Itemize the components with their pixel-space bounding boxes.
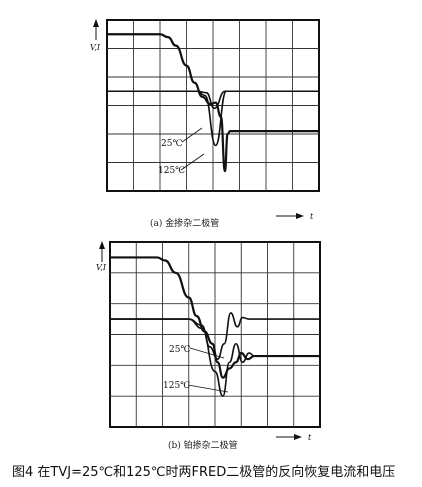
y-axis-label-a: V,I [90, 43, 101, 52]
panel-caption-a: (a) 金掺杂二极管 [150, 217, 219, 229]
annotation-25c-a: 25℃ [161, 139, 183, 149]
scope-panel-a: V,I 25℃ 125℃ (a) 金掺杂二极管 t [90, 19, 320, 229]
grid-b [109, 241, 321, 428]
x-axis-label-a: t [310, 212, 314, 221]
trace-series-2 [110, 256, 320, 379]
annotation-25c-b: 25℃ [169, 345, 191, 355]
leader-25c-a [181, 127, 203, 143]
x-axis-arrow-a [276, 213, 304, 219]
y-axis-label-b: V,I [96, 263, 107, 272]
trace-series-1 [107, 90, 319, 147]
y-axis-arrow-b [99, 241, 105, 262]
trace-series-2 [106, 33, 319, 173]
trace-series-1 [110, 318, 320, 397]
annotation-125c-b: 125℃ [163, 381, 190, 391]
traces-a [106, 33, 319, 173]
x-axis-label-b: t [308, 433, 312, 442]
y-axis-arrow-a [93, 19, 99, 40]
figure-caption: 图4 在TVJ=25℃和125℃时两FRED二极管的反向恢复电流和电压 [12, 465, 396, 480]
scope-panel-b: V,I 25℃ 125℃ (b) 铂掺杂二极管 t [96, 241, 321, 451]
x-axis-arrow-b [276, 434, 302, 440]
leader-125c-b [187, 384, 229, 393]
annotation-125c-a: 125℃ [158, 166, 185, 176]
leader-25c-b [189, 347, 225, 359]
grid-a [106, 19, 320, 192]
panel-caption-b: (b) 铂掺杂二极管 [168, 439, 238, 451]
leader-125c-a [180, 153, 205, 171]
traces-b [110, 256, 320, 397]
